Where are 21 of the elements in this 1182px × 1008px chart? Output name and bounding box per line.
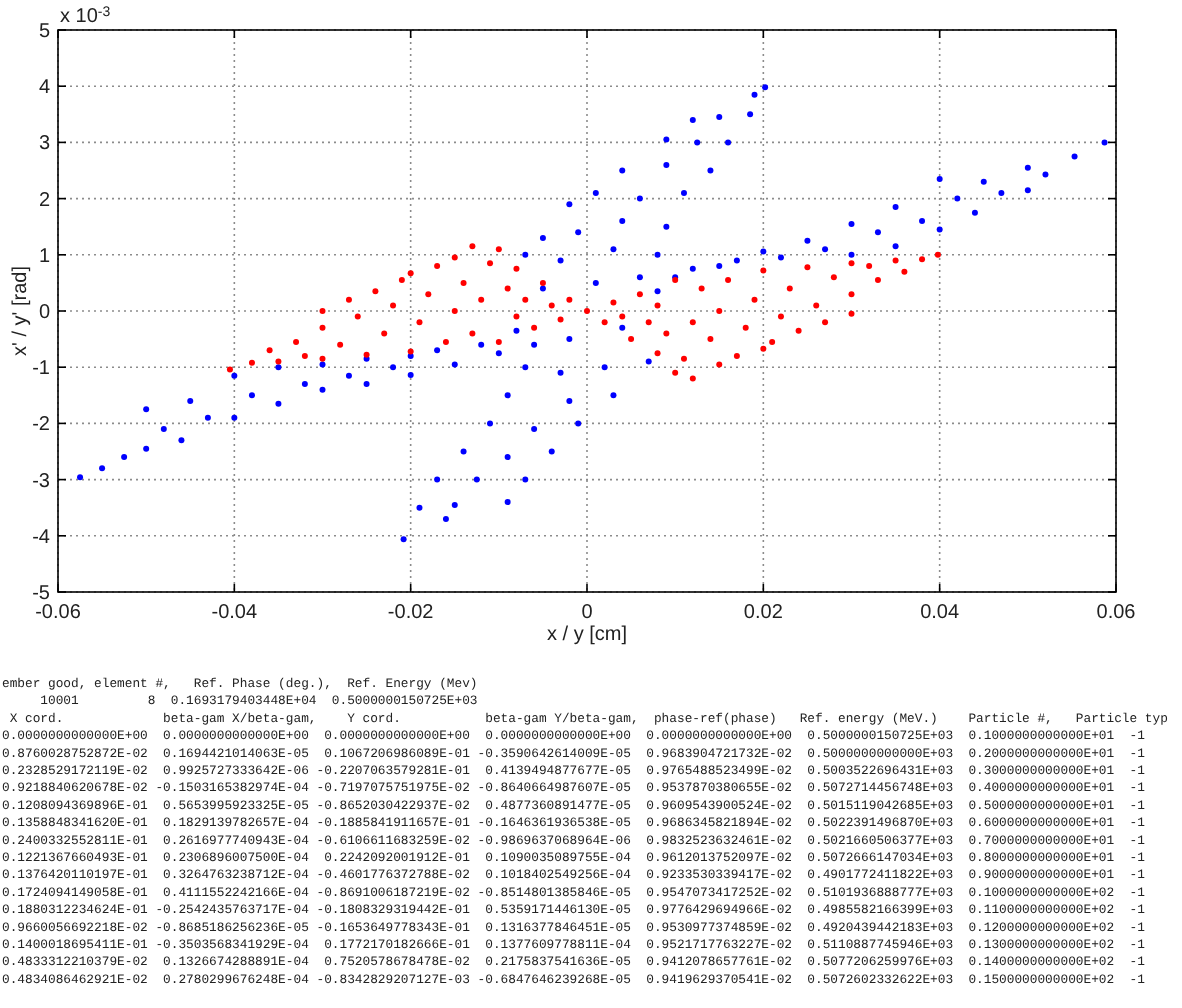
y-tick-label: -4 [32, 526, 51, 549]
y-tick-label: 4 [38, 77, 51, 100]
x-tick-label: 0.02 [743, 602, 784, 624]
x-tick-label: -0.06 [35, 602, 82, 624]
y-tick-label: 2 [38, 189, 51, 212]
x-tick-label: 0.06 [1096, 602, 1137, 624]
x-tick-label: 0 [581, 602, 594, 624]
x-tick-label: -0.04 [211, 602, 258, 624]
x-tick-label: 0.04 [920, 602, 960, 624]
y-axis-title: x' / y' [rad] [10, 265, 32, 356]
y-tick-label: -2 [32, 414, 51, 437]
y-tick-label: 5 [38, 21, 51, 43]
y-tick-label: 1 [38, 245, 51, 268]
x-axis-title: x / y [cm] [547, 624, 628, 646]
y-tick-label: 0 [38, 302, 51, 324]
x-tick-label: -0.02 [387, 602, 435, 624]
y-tick-label: 3 [38, 133, 51, 156]
y-tick-label: -5 [32, 583, 51, 605]
text: x 10$^{-3}$ [60, 5, 111, 28]
y-tick-label: -3 [32, 470, 51, 493]
y-tick-label: -1 [32, 358, 51, 381]
